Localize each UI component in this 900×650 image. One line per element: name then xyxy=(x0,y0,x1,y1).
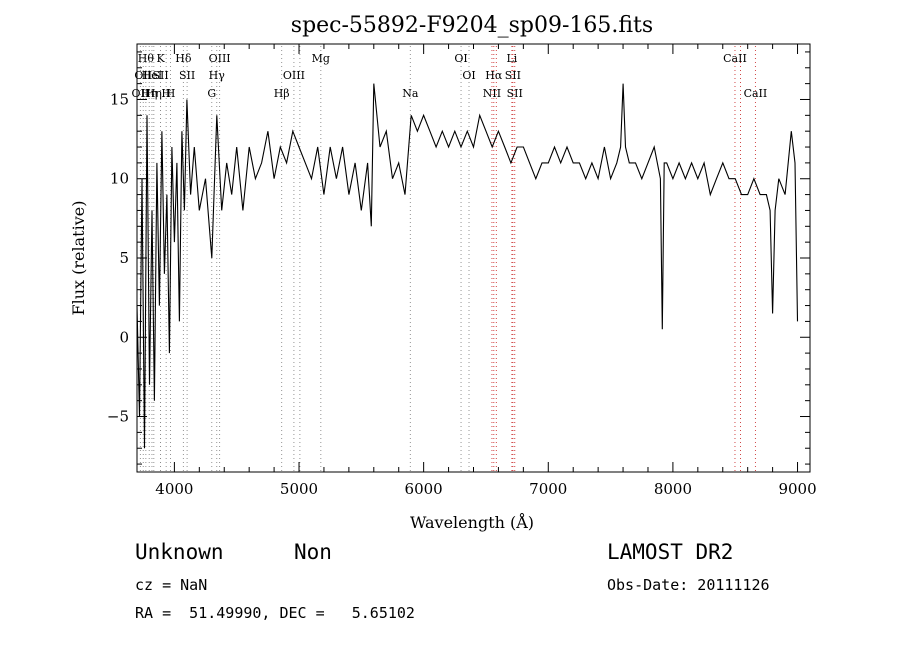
x-tick-label: 5000 xyxy=(280,480,318,498)
line-marker-label: SII xyxy=(505,69,521,82)
y-tick-label: −5 xyxy=(107,408,129,426)
line-marker-label: G xyxy=(207,87,216,100)
y-axis-label: Flux (relative) xyxy=(69,201,88,316)
line-marker-label: Hη xyxy=(141,87,157,100)
object-subclass: Non xyxy=(294,540,332,564)
line-marker-label: H xyxy=(166,87,176,100)
redshift-cz: cz = NaN xyxy=(135,576,208,594)
line-marker-label: Hθ xyxy=(138,52,155,65)
line-marker-label: Na xyxy=(402,87,419,100)
x-tick-label: 4000 xyxy=(155,480,193,498)
survey-name: LAMOST DR2 xyxy=(607,540,734,564)
line-marker-label: OII xyxy=(132,87,150,100)
x-tick-label: 8000 xyxy=(654,480,692,498)
object-class: Unknown xyxy=(135,540,224,564)
x-axis-ticks: 4000 5000 6000 7000 8000 9000 xyxy=(155,44,817,498)
line-marker-label: Mg xyxy=(312,52,330,65)
x-axis-label: Wavelength (Å) xyxy=(410,512,534,532)
y-tick-label: 0 xyxy=(119,328,129,346)
line-marker-label: Hγ xyxy=(209,69,226,82)
line-marker-label: Hδ xyxy=(175,52,192,65)
line-marker-label: OI xyxy=(462,69,475,82)
chart-title: spec-55892-F9204_sp09-165.fits xyxy=(291,13,653,38)
line-marker-label: Hβ xyxy=(274,87,290,100)
line-marker-label: H xyxy=(161,87,171,100)
x-tick-label: 6000 xyxy=(405,480,443,498)
y-axis-ticks: −5 0 5 10 15 xyxy=(107,51,810,465)
line-marker-label: OIII xyxy=(209,52,231,65)
line-marker-labels: OIIOIIHθHηHeIHηKSIIHHHδSIIGHγOIIIHβOIIIM… xyxy=(132,52,768,100)
line-marker-label: OI xyxy=(454,52,467,65)
y-tick-label: 15 xyxy=(110,90,129,108)
plot-frame xyxy=(136,43,811,473)
line-marker-label: K xyxy=(156,52,165,65)
x-tick-label: 7000 xyxy=(529,480,567,498)
line-marker-label: CaII xyxy=(744,87,768,100)
coordinates: RA = 51.49990, DEC = 5.65102 xyxy=(135,604,415,622)
line-marker-label: Hα xyxy=(485,69,503,82)
line-marker-label: SII xyxy=(179,69,195,82)
line-marker-label: SII xyxy=(507,87,523,100)
spectrum-line xyxy=(136,83,799,449)
x-tick-label: 9000 xyxy=(778,480,816,498)
line-marker-label: OII xyxy=(134,69,152,82)
line-marker-label: CaII xyxy=(723,52,747,65)
line-marker-label: OIII xyxy=(283,69,305,82)
line-marker-label: HeI xyxy=(142,69,162,82)
line-marker-label: Li xyxy=(506,52,517,65)
y-tick-label: 10 xyxy=(110,170,129,188)
observation-date: Obs-Date: 20111126 xyxy=(607,576,770,594)
line-marker-label: NII xyxy=(483,87,501,100)
line-marker-label: SII xyxy=(152,69,168,82)
line-marker-label: Hη xyxy=(146,87,162,100)
y-tick-label: 5 xyxy=(119,249,129,267)
